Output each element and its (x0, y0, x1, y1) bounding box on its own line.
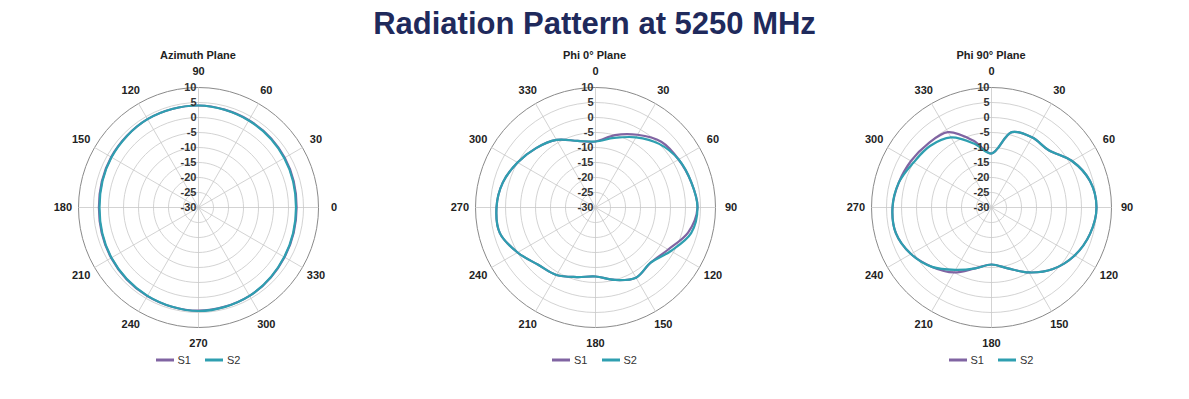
svg-text:210: 210 (518, 318, 536, 330)
svg-text:0: 0 (190, 111, 196, 123)
html-text:Azimuth Plane: Azimuth Plane (160, 49, 236, 61)
svg-text:-10: -10 (577, 141, 593, 153)
svg-text:-20: -20 (974, 171, 990, 183)
svg-text:0: 0 (592, 65, 598, 77)
html-text:S2: S2 (1020, 354, 1034, 366)
svg-text:-10: -10 (974, 141, 990, 153)
svg-text:300: 300 (257, 318, 275, 330)
svg-text:30: 30 (310, 133, 322, 145)
html-text:Phi 90° Plane: Phi 90° Plane (956, 49, 1026, 61)
svg-text:10: 10 (977, 81, 989, 93)
svg-text:-30: -30 (577, 201, 593, 213)
svg-text:240: 240 (865, 269, 883, 281)
svg-text:-15: -15 (974, 156, 990, 168)
svg-text:-30: -30 (181, 201, 197, 213)
svg-text:-20: -20 (577, 171, 593, 183)
svg-text:270: 270 (847, 201, 865, 213)
svg-text:210: 210 (915, 318, 933, 330)
svg-text:0: 0 (331, 201, 337, 213)
svg-text:-20: -20 (181, 171, 197, 183)
svg-text:240: 240 (122, 318, 140, 330)
html-text:S2: S2 (623, 354, 637, 366)
svg-text:300: 300 (468, 133, 486, 145)
svg-text:-10: -10 (181, 141, 197, 153)
svg-text:300: 300 (865, 133, 883, 145)
html-text:S1: S1 (970, 354, 984, 366)
svg-text:-15: -15 (181, 156, 197, 168)
svg-text:120: 120 (703, 269, 721, 281)
svg-text:330: 330 (518, 84, 536, 96)
svg-text:-30: -30 (974, 201, 990, 213)
svg-text:120: 120 (122, 84, 140, 96)
svg-text:180: 180 (54, 201, 72, 213)
svg-text:330: 330 (915, 84, 933, 96)
svg-text:-5: -5 (583, 126, 593, 138)
svg-text:5: 5 (983, 96, 989, 108)
svg-text:150: 150 (654, 318, 672, 330)
html-text:S2: S2 (227, 354, 241, 366)
svg-text:-15: -15 (577, 156, 593, 168)
svg-text:-25: -25 (974, 186, 990, 198)
svg-text:0: 0 (983, 111, 989, 123)
svg-text:270: 270 (450, 201, 468, 213)
svg-text:60: 60 (706, 133, 718, 145)
svg-text:90: 90 (1121, 201, 1133, 213)
svg-text:90: 90 (724, 201, 736, 213)
svg-text:-5: -5 (980, 126, 990, 138)
svg-text:180: 180 (586, 337, 604, 349)
svg-text:270: 270 (189, 337, 207, 349)
svg-text:90: 90 (192, 65, 204, 77)
html-text:Radiation Pattern at 5250 MHz: Radiation Pattern at 5250 MHz (373, 6, 816, 41)
svg-text:-25: -25 (181, 186, 197, 198)
svg-text:30: 30 (1053, 84, 1065, 96)
svg-text:60: 60 (260, 84, 272, 96)
svg-text:210: 210 (72, 269, 90, 281)
svg-text:-5: -5 (187, 126, 197, 138)
svg-text:240: 240 (468, 269, 486, 281)
svg-text:120: 120 (1100, 269, 1118, 281)
svg-text:10: 10 (184, 81, 196, 93)
svg-text:0: 0 (988, 65, 994, 77)
svg-text:5: 5 (587, 96, 593, 108)
svg-text:30: 30 (657, 84, 669, 96)
svg-text:330: 330 (307, 269, 325, 281)
svg-text:10: 10 (581, 81, 593, 93)
svg-text:5: 5 (190, 96, 196, 108)
html-text:Phi 0° Plane: Phi 0° Plane (563, 49, 626, 61)
svg-text:0: 0 (587, 111, 593, 123)
svg-text:60: 60 (1103, 133, 1115, 145)
svg-text:150: 150 (1050, 318, 1068, 330)
svg-text:150: 150 (72, 133, 90, 145)
html-text:S1: S1 (574, 354, 588, 366)
svg-text:-25: -25 (577, 186, 593, 198)
html-text:S1: S1 (177, 354, 191, 366)
svg-text:180: 180 (982, 337, 1000, 349)
